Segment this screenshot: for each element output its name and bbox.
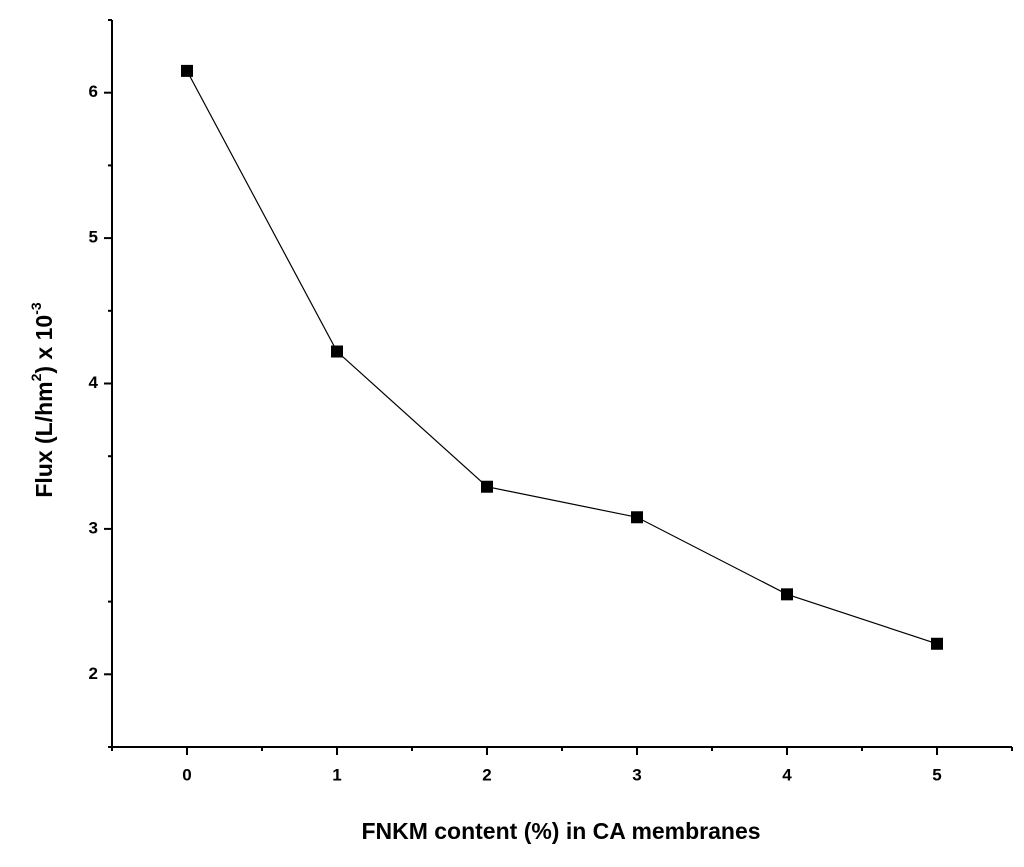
x-tick-label: 0 — [182, 765, 191, 784]
marker — [481, 480, 493, 493]
marker — [181, 64, 193, 77]
x-tick-label: 4 — [782, 765, 792, 784]
x-tick-label: 3 — [632, 765, 641, 784]
y-title-part: ) x 10 — [31, 315, 57, 374]
x-axis-title: FNKM content (%) in CA membranes — [361, 818, 760, 844]
x-tick-label: 1 — [332, 765, 341, 784]
y-title-sup: 2 — [28, 373, 44, 381]
marker — [781, 588, 793, 601]
x-tick-label: 2 — [482, 765, 491, 784]
y-tick-label: 3 — [89, 518, 98, 537]
y-tick-label: 4 — [89, 373, 99, 392]
marker — [631, 511, 643, 524]
series-line — [186, 70, 938, 645]
y-tick-label: 5 — [89, 228, 98, 247]
marker — [931, 637, 943, 650]
y-tick-label: 6 — [89, 82, 98, 101]
y-title-sup: -3 — [28, 302, 44, 315]
marker — [331, 345, 343, 358]
x-tick-label: 5 — [932, 765, 941, 784]
y-title-part: Flux (L/hm — [31, 381, 57, 497]
y-axis-title: Flux (L/hm2) x 10-3 — [28, 302, 57, 498]
y-tick-label: 2 — [89, 664, 98, 683]
